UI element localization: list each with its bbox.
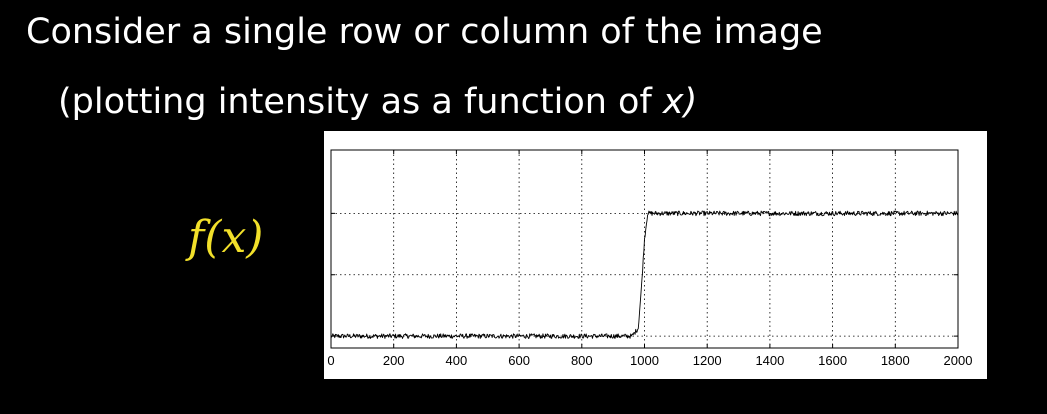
data-layer <box>330 210 959 339</box>
subtitle-prefix: (plotting intensity as a function of <box>58 82 663 122</box>
slide-subtitle: (plotting intensity as a function of x) <box>58 78 697 126</box>
x-tick-label: 1400 <box>755 353 784 368</box>
x-tick-label: 0 <box>327 353 334 368</box>
x-tick-label: 800 <box>571 353 593 368</box>
function-label: f(x) <box>188 212 264 263</box>
x-tick-label: 2000 <box>944 353 973 368</box>
x-tick-label: 400 <box>446 353 468 368</box>
x-tick-label: 1200 <box>693 353 722 368</box>
subtitle-suffix: ) <box>683 82 698 122</box>
grid-layer <box>331 150 958 348</box>
slide-title: Consider a single row or column of the i… <box>26 12 823 52</box>
x-tick-label: 1000 <box>630 353 659 368</box>
intensity-series-line <box>330 210 959 339</box>
plot-panel: 0 200 400 600 800 1000 1200 1400 1600 1800 2000 <box>324 131 987 379</box>
tick-layer: 0 200 400 600 800 1000 1200 1400 1600 1800 2000 <box>327 150 972 368</box>
x-tick-label: 600 <box>508 353 530 368</box>
x-tick-label: 1800 <box>881 353 910 368</box>
intensity-chart: 0 200 400 600 800 1000 1200 1400 1600 1800 2000 <box>327 149 972 368</box>
x-tick-label: 1600 <box>818 353 847 368</box>
subtitle-variable: x <box>662 82 684 122</box>
x-tick-label: 200 <box>383 353 405 368</box>
